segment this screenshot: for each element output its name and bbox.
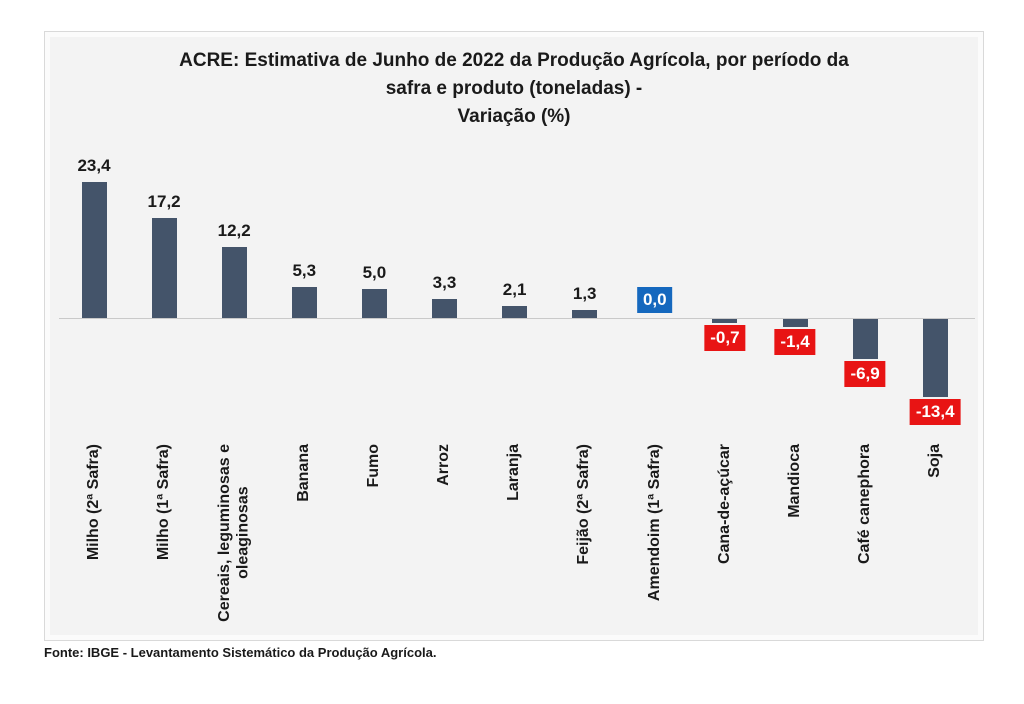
bar <box>922 319 948 397</box>
category-label: Amendoim (1ª Safra) <box>645 444 663 602</box>
category-label: Cereais, leguminosas e oleaginosas <box>215 444 252 622</box>
value-label: -0,7 <box>704 325 746 351</box>
category-label: Fumo <box>365 444 383 488</box>
bar <box>361 289 387 318</box>
category-label: Arroz <box>435 444 453 486</box>
value-label: 5,3 <box>292 261 317 280</box>
bar <box>151 218 177 318</box>
value-label: 0,0 <box>636 287 673 313</box>
value-label: 1,3 <box>572 284 597 303</box>
value-label: -13,4 <box>909 399 961 425</box>
category-label: Banana <box>295 444 313 502</box>
category-label: Cana-de-açúcar <box>715 444 733 565</box>
bar <box>572 310 598 318</box>
value-label: -1,4 <box>774 329 816 355</box>
category-label: Milho (1ª Safra) <box>154 444 172 561</box>
bar <box>221 247 247 318</box>
value-label: 2,1 <box>502 280 527 299</box>
bar <box>712 319 738 323</box>
bar <box>432 299 457 318</box>
value-label: 12,2 <box>217 221 251 240</box>
bar <box>852 319 878 359</box>
category-label: Milho (2ª Safra) <box>84 444 102 561</box>
value-label: -6,9 <box>844 361 886 387</box>
value-label: 5,0 <box>362 263 387 282</box>
value-label: 23,4 <box>77 156 111 175</box>
bar <box>502 306 528 318</box>
source-note: Fonte: IBGE - Levantamento Sistemático d… <box>44 645 437 660</box>
bar <box>291 287 317 318</box>
bar <box>782 319 808 327</box>
value-label: 3,3 <box>432 273 457 292</box>
category-label: Café canephora <box>855 444 873 565</box>
value-label: 17,2 <box>147 192 181 211</box>
category-label: Soja <box>925 444 943 478</box>
plot-area: 23,4 Milho (2ª Safra) 17,2 Milho (1ª Safra)… <box>45 32 983 640</box>
chart-frame: ACRE: Estimativa de Junho de 2022 da Pro… <box>44 31 984 641</box>
category-label: Laranja <box>505 444 523 501</box>
bar <box>81 182 107 318</box>
category-label: Feijão (2ª Safra) <box>575 444 593 565</box>
category-label: Mandioca <box>785 444 803 518</box>
chart-title: ACRE: Estimativa de Junho de 2022 da Pro… <box>179 50 849 128</box>
zero-axis-line <box>59 318 975 319</box>
